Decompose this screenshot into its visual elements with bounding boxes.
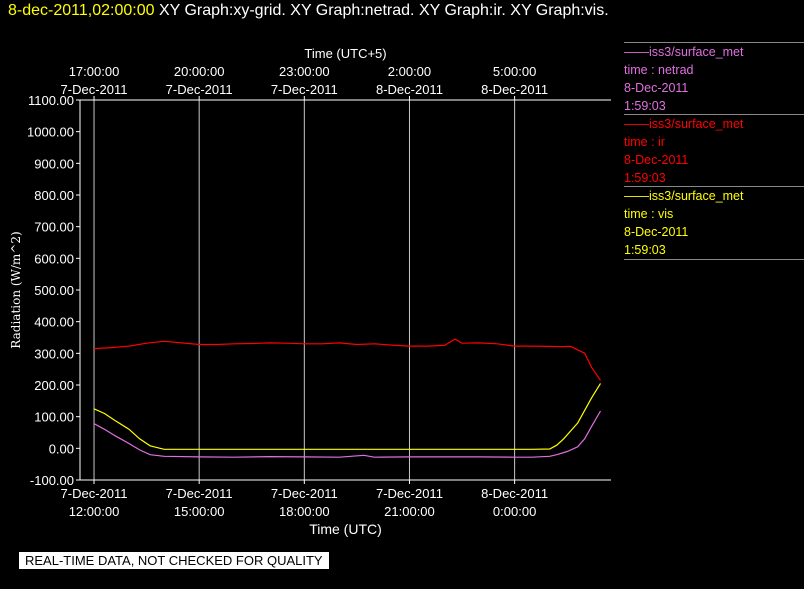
- timestamp: 8-dec-2011,02:00:00: [8, 2, 155, 19]
- y-tick-label: 1100.00: [28, 93, 74, 108]
- x-tick-label-time: 12:00:00: [69, 504, 120, 519]
- title-xy-grid: XY Graph:xy-grid.: [158, 2, 286, 19]
- y-tick-label: 300.00: [34, 346, 74, 361]
- x-axis-title: Time (UTC): [309, 521, 382, 537]
- x-tick-label-date: 7-Dec-2011: [271, 486, 338, 501]
- top-x-tick-label-date: 7-Dec-2011: [61, 82, 128, 97]
- top-x-tick-label-time: 20:00:00: [174, 64, 225, 79]
- y-tick-label: 700.00: [34, 220, 74, 235]
- legend-divider: [624, 42, 804, 43]
- legend-vis-var: time : vis: [624, 207, 674, 221]
- legend-ir: ——iss3/surface_met time : ir 8-Dec-2011 …: [624, 114, 804, 187]
- y-tick-label: 100.00: [34, 410, 74, 425]
- legend-ir-time: 1:59:03: [624, 171, 666, 185]
- legend-vis-name: ——iss3/surface_met: [624, 189, 744, 203]
- legend-netrad-date: 8-Dec-2011: [624, 81, 689, 95]
- quality-warning-banner: REAL-TIME DATA, NOT CHECKED FOR QUALITY: [19, 552, 329, 569]
- legend-ir-name: ——iss3/surface_met: [624, 117, 744, 131]
- top-x-tick-label-date: 7-Dec-2011: [271, 82, 338, 97]
- x-tick-label-date: 8-Dec-2011: [481, 486, 548, 501]
- y-tick-label: 1000.00: [27, 125, 74, 140]
- y-tick-label: 500.00: [34, 283, 74, 298]
- legend-netrad-var: time : netrad: [624, 63, 694, 77]
- y-axis-title: Radiation (W/m^2): [9, 231, 23, 348]
- y-tick-label: 200.00: [34, 378, 74, 393]
- header-bar: 8-dec-2011,02:00:00 XY Graph:xy-grid. XY…: [8, 2, 609, 20]
- top-x-tick-label-date: 8-Dec-2011: [376, 82, 443, 97]
- legend-netrad-time: 1:59:03: [624, 99, 666, 113]
- x-tick-label-date: 7-Dec-2011: [61, 486, 128, 501]
- title-netrad: XY Graph:netrad.: [290, 2, 415, 19]
- legend-vis-time: 1:59:03: [624, 243, 666, 257]
- y-tick-label: 900.00: [34, 156, 74, 171]
- x-tick-label-date: 7-Dec-2011: [166, 486, 233, 501]
- legend-vis: ——iss3/surface_met time : vis 8-Dec-2011…: [624, 186, 804, 260]
- legend-netrad: ——iss3/surface_met time : netrad 8-Dec-2…: [624, 42, 804, 115]
- y-tick-label: 800.00: [34, 188, 74, 203]
- top-x-tick-label-time: 5:00:00: [493, 64, 536, 79]
- top-x-tick-label-date: 8-Dec-2011: [481, 82, 548, 97]
- series-line-ir: [93, 338, 601, 381]
- top-x-tick-label-date: 7-Dec-2011: [166, 82, 233, 97]
- legend-divider: [624, 114, 804, 115]
- y-tick-label: -100.00: [30, 473, 74, 488]
- top-x-tick-label-time: 2:00:00: [388, 64, 431, 79]
- top-x-tick-label-time: 23:00:00: [279, 64, 330, 79]
- legend-ir-var: time : ir: [624, 135, 665, 149]
- legend-divider: [624, 259, 804, 260]
- x-tick-label-time: 0:00:00: [493, 504, 536, 519]
- title-ir: XY Graph:ir.: [418, 2, 506, 19]
- x-tick-label-time: 21:00:00: [384, 504, 435, 519]
- series-line-netrad: [93, 410, 602, 458]
- x-tick-label-time: 15:00:00: [174, 504, 225, 519]
- y-tick-label: 600.00: [34, 251, 74, 266]
- y-tick-label: 400.00: [34, 315, 74, 330]
- legend-vis-date: 8-Dec-2011: [624, 225, 689, 239]
- legend-netrad-name: ——iss3/surface_met: [624, 45, 744, 59]
- top-x-tick-label-time: 17:00:00: [69, 64, 120, 79]
- title-vis: XY Graph:vis.: [510, 2, 609, 19]
- x-tick-label-time: 18:00:00: [279, 504, 330, 519]
- x-tick-label-date: 7-Dec-2011: [376, 486, 443, 501]
- legend-ir-date: 8-Dec-2011: [624, 153, 689, 167]
- series-line-vis: [93, 383, 602, 450]
- x-axis-top-title: Time (UTC+5): [304, 46, 386, 61]
- y-tick-label: 0.00: [49, 441, 74, 456]
- legend-divider: [624, 186, 804, 187]
